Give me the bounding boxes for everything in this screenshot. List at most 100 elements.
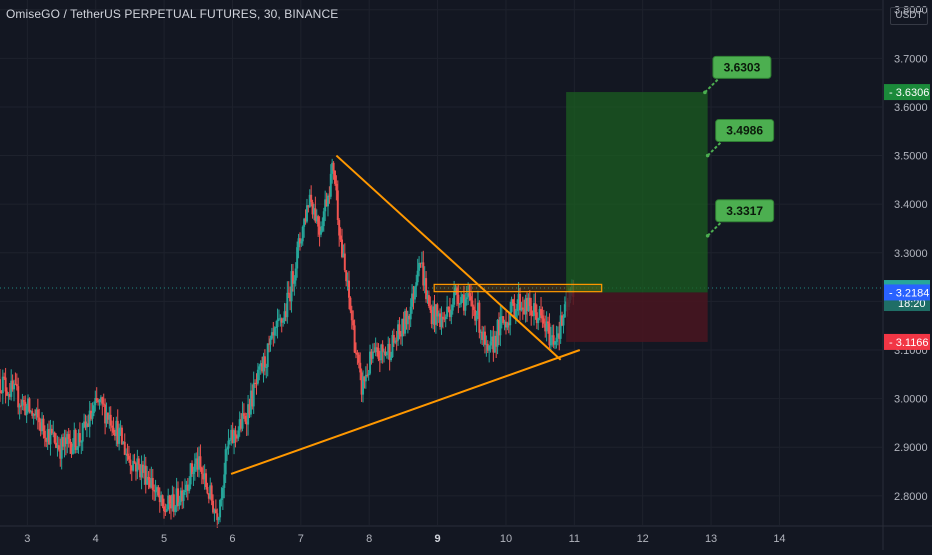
candle-body	[221, 487, 224, 499]
candle-body	[552, 335, 555, 345]
candle-body	[122, 441, 125, 445]
candle-body	[519, 293, 522, 311]
candle-body	[272, 332, 275, 336]
candle-body	[270, 332, 273, 339]
candle-body	[164, 511, 167, 513]
candle-body	[458, 303, 461, 305]
candle-body	[462, 294, 465, 311]
candle-body	[346, 280, 349, 282]
candle-body	[530, 306, 533, 316]
candle-body	[15, 384, 18, 387]
stop-line-tag[interactable]	[884, 284, 930, 301]
candle-body	[78, 433, 81, 443]
candle-body	[374, 347, 377, 353]
candle-body	[562, 317, 565, 326]
candle-body	[101, 397, 104, 404]
candle-body	[298, 238, 301, 244]
profit-zone[interactable]	[566, 92, 708, 293]
stop-loss-tag[interactable]	[884, 333, 930, 350]
candle-body	[59, 449, 62, 459]
candle-body	[254, 382, 257, 384]
candle-body	[154, 491, 157, 493]
y-tick-label: 3.0000	[894, 394, 928, 406]
candle-body	[277, 318, 280, 320]
candle-body	[390, 357, 393, 361]
candle-body	[127, 455, 130, 460]
candle-body	[81, 423, 84, 442]
candle-body	[345, 270, 348, 282]
y-tick-label: 2.8000	[894, 491, 928, 503]
candle-body	[301, 226, 304, 242]
candle-body	[258, 366, 261, 370]
candle-body	[471, 300, 474, 307]
candle-body	[139, 464, 142, 478]
candle-body	[186, 484, 189, 491]
candle-body	[212, 500, 215, 513]
target-price-tag[interactable]	[884, 84, 930, 101]
candle-body	[481, 331, 484, 340]
candle-body	[336, 190, 339, 220]
countdown-text: 18:20	[898, 298, 926, 310]
x-tick-label: 11	[569, 533, 580, 545]
candle-body	[168, 495, 171, 504]
candle-body	[450, 310, 453, 318]
candle-body	[551, 335, 554, 338]
candle-body	[413, 286, 416, 300]
candle-body	[395, 340, 398, 342]
target-callout[interactable]	[715, 119, 775, 143]
candle-body	[133, 460, 136, 464]
resistance-zone[interactable]	[433, 283, 603, 293]
candle-body	[534, 303, 537, 313]
upper-trendline[interactable]	[335, 154, 562, 361]
candle-body	[293, 280, 296, 284]
candle-body	[342, 253, 345, 258]
candle-body	[165, 509, 168, 512]
currency-label[interactable]: USDT	[890, 7, 928, 25]
candle-body	[265, 366, 268, 368]
candle-body	[157, 487, 160, 496]
candle-body	[423, 278, 426, 286]
target-pointer	[706, 140, 723, 157]
candle-body	[105, 412, 108, 424]
chart-title: OmiseGO / TetherUS PERPETUAL FUTURES, 30…	[6, 7, 339, 21]
loss-zone[interactable]	[566, 292, 708, 342]
candle-body	[317, 216, 320, 227]
x-tick-label: 4	[93, 533, 99, 545]
candle-body	[259, 363, 262, 367]
target-callout[interactable]	[712, 55, 772, 79]
candle-body	[3, 376, 6, 378]
candle-body	[490, 336, 493, 342]
candle-body	[303, 218, 306, 227]
candle-body	[447, 306, 450, 310]
candle-body	[241, 413, 244, 429]
candle-body	[387, 343, 390, 353]
candle-body	[188, 484, 191, 491]
candle-body	[527, 297, 530, 311]
candle-body	[520, 307, 523, 311]
candle-body	[67, 434, 70, 439]
candle-body	[8, 394, 11, 397]
candle-body	[433, 306, 436, 325]
candle-body	[43, 430, 46, 438]
candle-body	[106, 412, 109, 420]
target-callout[interactable]	[715, 199, 775, 223]
candle-body	[66, 434, 69, 444]
candle-body	[422, 262, 425, 286]
candle-body	[548, 323, 551, 346]
candle-body	[511, 299, 514, 304]
candle-body	[286, 292, 289, 318]
candle-body	[427, 295, 430, 307]
candle-body	[366, 374, 369, 376]
candle-body	[474, 310, 477, 321]
lower-trendline[interactable]	[230, 349, 581, 475]
candle-body	[38, 417, 41, 423]
candle-body	[482, 331, 485, 340]
candle-body	[331, 162, 334, 174]
candle-body	[425, 278, 428, 300]
candle-body	[419, 262, 422, 264]
candle-body	[329, 173, 332, 197]
candle-body	[483, 331, 486, 345]
candle-body	[360, 372, 363, 395]
